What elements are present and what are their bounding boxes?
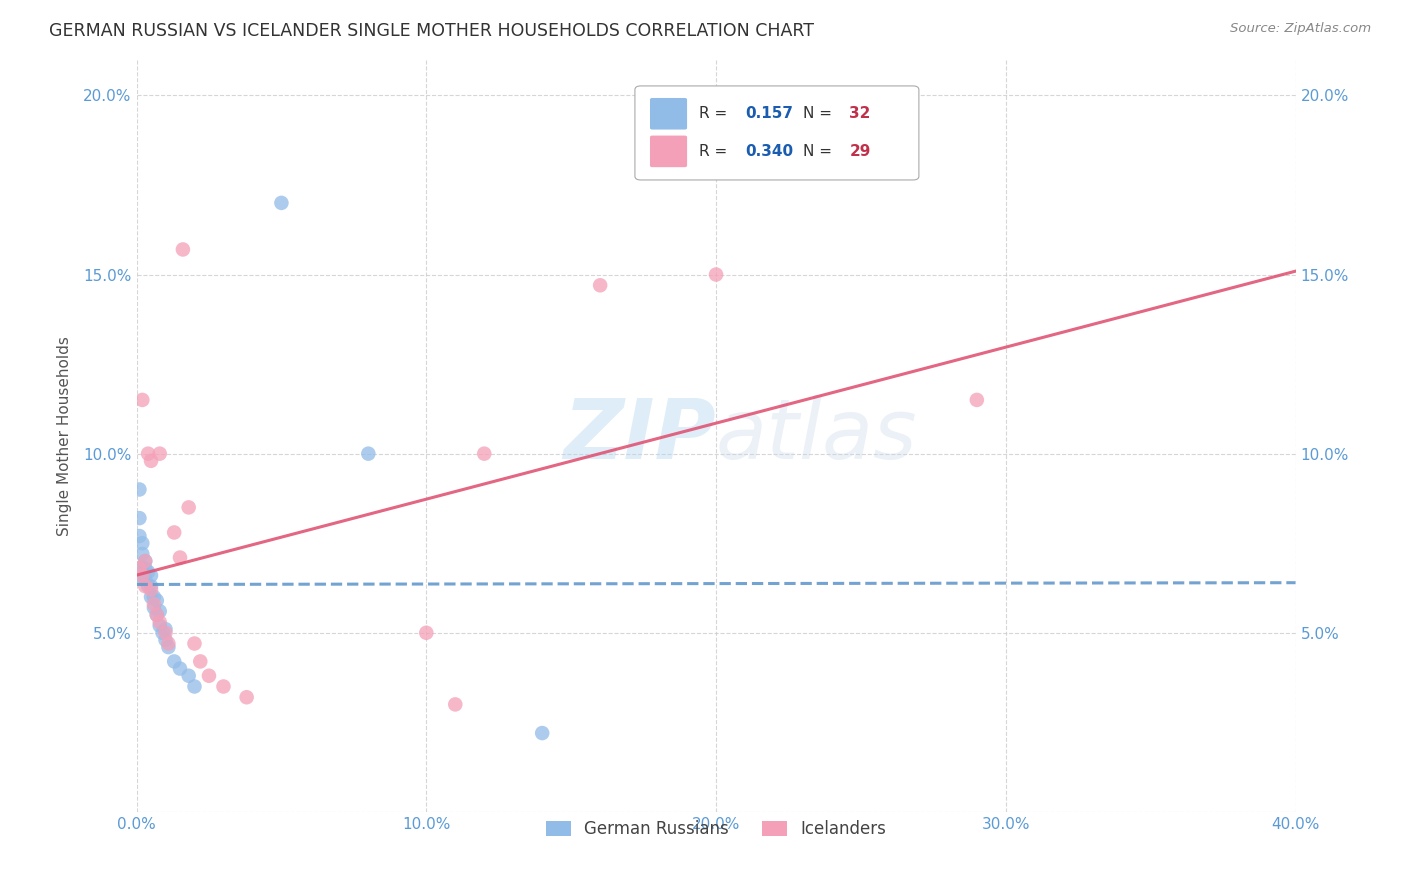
Text: 0.157: 0.157 — [745, 106, 793, 121]
Point — [139, 454, 162, 468]
Point — [146, 607, 169, 622]
Point — [128, 529, 150, 543]
Point — [198, 669, 221, 683]
Point — [270, 195, 292, 210]
Point — [357, 447, 380, 461]
Point — [589, 278, 612, 293]
Point — [444, 698, 467, 712]
Text: GERMAN RUSSIAN VS ICELANDER SINGLE MOTHER HOUSEHOLDS CORRELATION CHART: GERMAN RUSSIAN VS ICELANDER SINGLE MOTHE… — [49, 22, 814, 40]
Point — [169, 550, 191, 565]
Point — [155, 622, 177, 636]
Text: R =: R = — [699, 106, 731, 121]
Point — [134, 572, 156, 586]
Point — [157, 640, 180, 654]
Point — [131, 572, 153, 586]
Point — [131, 547, 153, 561]
Point — [134, 579, 156, 593]
FancyBboxPatch shape — [650, 136, 688, 167]
Point — [531, 726, 554, 740]
Point — [169, 662, 191, 676]
Point — [235, 690, 257, 705]
Point — [128, 561, 150, 575]
Point — [188, 655, 211, 669]
Point — [134, 554, 156, 568]
Point — [142, 600, 165, 615]
Text: 32: 32 — [849, 106, 870, 121]
Point — [139, 590, 162, 604]
Point — [139, 579, 162, 593]
Point — [134, 554, 156, 568]
Point — [472, 447, 495, 461]
Point — [146, 607, 169, 622]
Point — [163, 525, 186, 540]
Point — [149, 604, 172, 618]
Point — [157, 636, 180, 650]
Point — [131, 568, 153, 582]
Point — [142, 597, 165, 611]
Point — [131, 536, 153, 550]
Point — [172, 243, 194, 257]
Legend: German Russians, Icelanders: German Russians, Icelanders — [538, 814, 893, 845]
Text: Source: ZipAtlas.com: Source: ZipAtlas.com — [1230, 22, 1371, 36]
Text: 0.340: 0.340 — [745, 144, 793, 159]
Point — [149, 618, 172, 632]
Point — [139, 568, 162, 582]
Point — [134, 561, 156, 575]
Point — [128, 483, 150, 497]
Point — [128, 511, 150, 525]
Point — [183, 680, 205, 694]
Point — [177, 500, 200, 515]
Point — [155, 625, 177, 640]
Point — [149, 615, 172, 629]
Text: R =: R = — [699, 144, 731, 159]
Point — [149, 447, 172, 461]
Point — [146, 593, 169, 607]
Y-axis label: Single Mother Households: Single Mother Households — [58, 335, 72, 536]
Point — [966, 392, 988, 407]
Point — [131, 392, 153, 407]
Text: ZIP: ZIP — [564, 395, 716, 476]
Point — [177, 669, 200, 683]
Text: N =: N = — [803, 106, 837, 121]
Point — [152, 625, 174, 640]
Point — [142, 590, 165, 604]
Text: N =: N = — [803, 144, 837, 159]
Point — [139, 582, 162, 597]
Point — [155, 632, 177, 647]
FancyBboxPatch shape — [636, 86, 920, 180]
Point — [136, 565, 159, 579]
Point — [131, 561, 153, 575]
Point — [212, 680, 235, 694]
Text: atlas: atlas — [716, 395, 918, 476]
Point — [136, 447, 159, 461]
FancyBboxPatch shape — [650, 98, 688, 129]
Point — [415, 625, 437, 640]
Point — [704, 268, 727, 282]
Point — [163, 655, 186, 669]
Text: 29: 29 — [849, 144, 870, 159]
Point — [183, 636, 205, 650]
Point — [136, 579, 159, 593]
